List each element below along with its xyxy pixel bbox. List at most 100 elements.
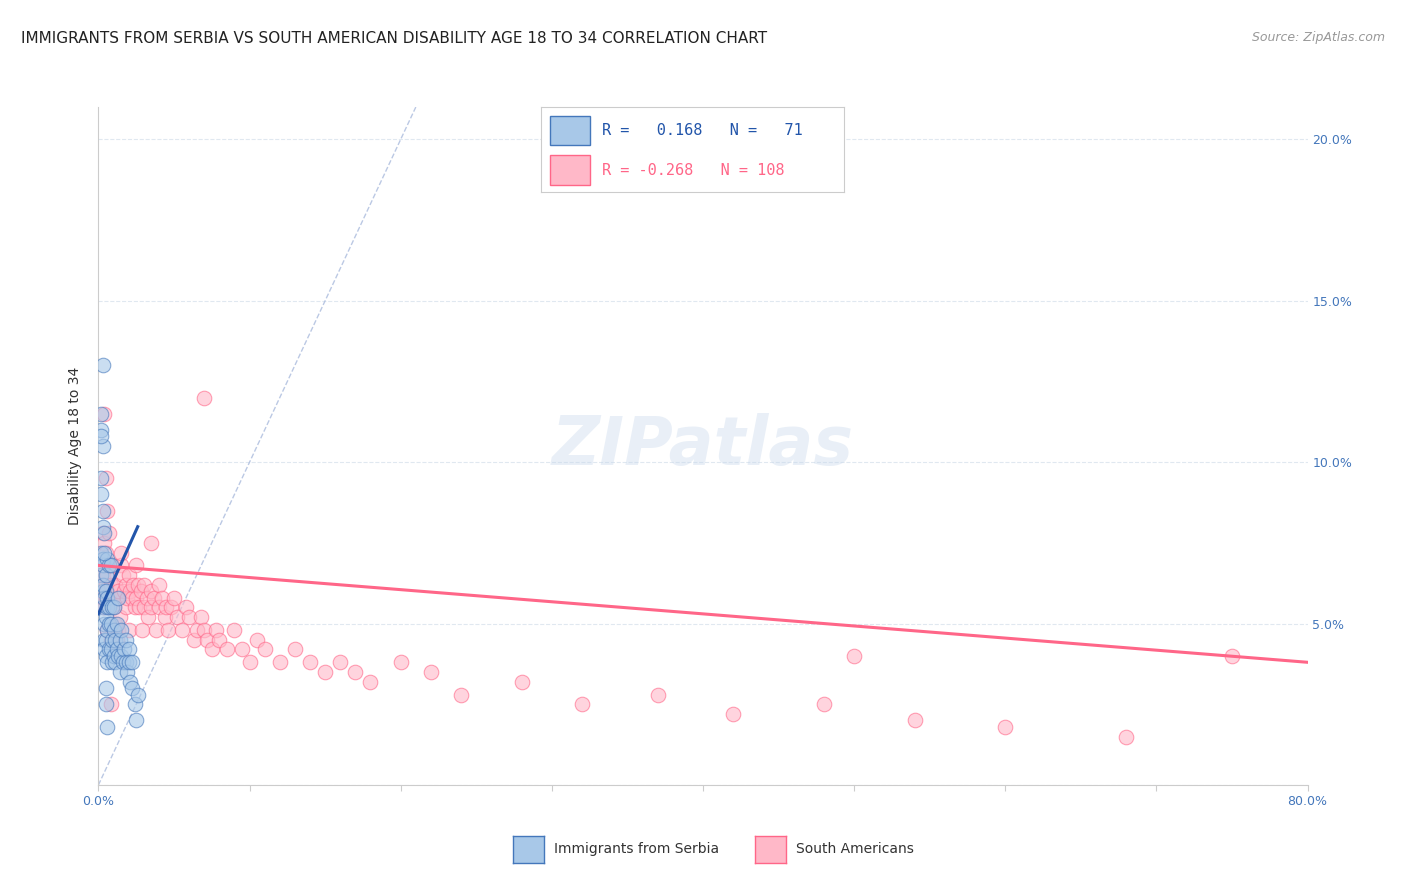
Point bbox=[90, 471, 112, 485]
Point bbox=[246, 632, 269, 647]
Point bbox=[121, 681, 143, 695]
Point bbox=[101, 632, 124, 647]
Point bbox=[98, 600, 121, 615]
Point bbox=[100, 642, 122, 657]
Point bbox=[96, 623, 118, 637]
Point bbox=[145, 623, 167, 637]
Point bbox=[91, 552, 114, 566]
Point bbox=[127, 688, 149, 702]
Point bbox=[128, 600, 150, 615]
Point bbox=[150, 591, 173, 605]
Point bbox=[100, 698, 122, 712]
Point bbox=[93, 558, 115, 573]
Point bbox=[101, 655, 124, 669]
Point bbox=[93, 616, 115, 631]
Point bbox=[108, 665, 131, 679]
Point bbox=[115, 591, 138, 605]
Point bbox=[107, 591, 129, 605]
Point bbox=[91, 526, 114, 541]
Point bbox=[96, 568, 118, 582]
Point bbox=[647, 688, 669, 702]
Point bbox=[93, 632, 115, 647]
Point bbox=[100, 616, 122, 631]
Point bbox=[107, 584, 129, 599]
Point bbox=[813, 698, 835, 712]
Point bbox=[122, 578, 145, 592]
Point bbox=[104, 578, 127, 592]
Point bbox=[186, 623, 208, 637]
Point bbox=[174, 600, 197, 615]
Point bbox=[155, 600, 177, 615]
Point bbox=[141, 584, 163, 599]
Point bbox=[110, 558, 132, 573]
Point bbox=[141, 600, 163, 615]
Point bbox=[224, 623, 246, 637]
Point bbox=[193, 623, 215, 637]
Point bbox=[160, 600, 183, 615]
Point bbox=[94, 578, 117, 592]
Point bbox=[231, 642, 253, 657]
Point bbox=[105, 632, 128, 647]
Point bbox=[90, 487, 112, 501]
Point bbox=[110, 545, 132, 559]
Point bbox=[114, 600, 136, 615]
Point bbox=[129, 584, 152, 599]
Point bbox=[94, 545, 117, 559]
Point bbox=[183, 632, 205, 647]
Point bbox=[994, 720, 1017, 734]
Text: R =   0.168   N =   71: R = 0.168 N = 71 bbox=[602, 123, 803, 138]
Point bbox=[299, 655, 322, 669]
Point bbox=[91, 600, 114, 615]
Point bbox=[107, 648, 129, 663]
Point bbox=[91, 503, 114, 517]
Point bbox=[93, 642, 115, 657]
Point bbox=[111, 568, 134, 582]
Point bbox=[90, 545, 112, 559]
Point bbox=[112, 642, 135, 657]
Point bbox=[120, 674, 142, 689]
Point bbox=[284, 642, 307, 657]
Point bbox=[101, 558, 124, 573]
Point bbox=[1115, 730, 1137, 744]
Point bbox=[118, 623, 141, 637]
Point bbox=[114, 632, 136, 647]
Point bbox=[101, 591, 124, 605]
Point bbox=[112, 584, 135, 599]
Point bbox=[723, 706, 745, 721]
Point bbox=[103, 600, 125, 615]
Point bbox=[90, 568, 112, 582]
Point bbox=[96, 552, 118, 566]
Point bbox=[904, 714, 927, 728]
Point bbox=[98, 616, 121, 631]
Point bbox=[96, 584, 118, 599]
Point bbox=[91, 584, 114, 599]
Point bbox=[91, 439, 114, 453]
Point bbox=[91, 519, 114, 533]
Point bbox=[103, 600, 125, 615]
Text: Source: ZipAtlas.com: Source: ZipAtlas.com bbox=[1251, 31, 1385, 45]
Point bbox=[114, 578, 136, 592]
Point bbox=[90, 407, 112, 421]
Point bbox=[96, 600, 118, 615]
FancyBboxPatch shape bbox=[550, 155, 589, 185]
Point bbox=[104, 632, 127, 647]
Text: IMMIGRANTS FROM SERBIA VS SOUTH AMERICAN DISABILITY AGE 18 TO 34 CORRELATION CHA: IMMIGRANTS FROM SERBIA VS SOUTH AMERICAN… bbox=[21, 31, 768, 46]
Point bbox=[94, 584, 117, 599]
Point bbox=[94, 591, 117, 605]
Point bbox=[93, 407, 115, 421]
Y-axis label: Disability Age 18 to 34: Disability Age 18 to 34 bbox=[69, 367, 83, 525]
Point bbox=[195, 632, 218, 647]
Text: R = -0.268   N = 108: R = -0.268 N = 108 bbox=[602, 162, 785, 178]
Point bbox=[111, 655, 134, 669]
Point bbox=[96, 591, 118, 605]
Point bbox=[90, 423, 112, 437]
Point bbox=[450, 688, 472, 702]
Point bbox=[93, 536, 115, 550]
Point bbox=[844, 648, 866, 663]
Point bbox=[190, 610, 212, 624]
Point bbox=[98, 558, 121, 573]
Point bbox=[136, 610, 159, 624]
Point bbox=[96, 503, 118, 517]
Point bbox=[100, 632, 122, 647]
Point bbox=[120, 584, 142, 599]
